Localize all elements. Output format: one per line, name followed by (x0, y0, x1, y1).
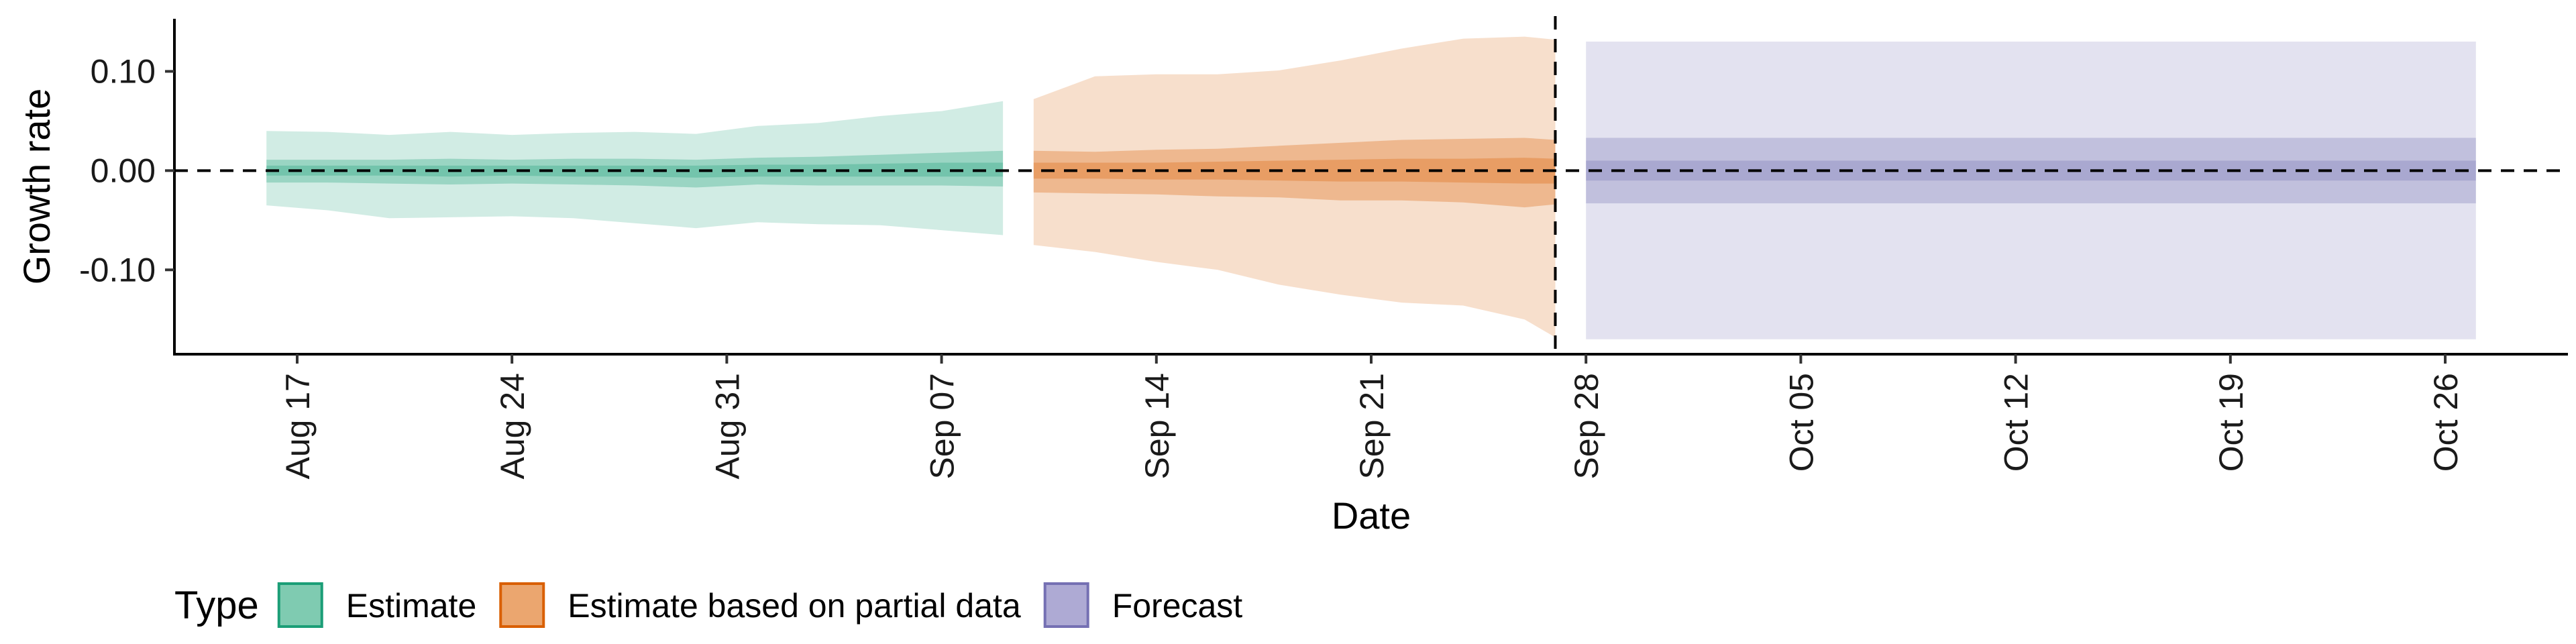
x-tick-label: Sep 14 (1138, 373, 1176, 479)
x-axis-title: Date (1332, 494, 1411, 537)
x-tick-label: Oct 12 (1998, 373, 2035, 472)
x-tick-label: Oct 19 (2212, 373, 2250, 472)
x-tick-label: Sep 21 (1353, 373, 1391, 479)
x-tick-label: Oct 26 (2427, 373, 2465, 472)
y-tick-label: 0.00 (91, 152, 156, 189)
legend: Type Estimate Estimate based on partial d… (174, 582, 1243, 628)
legend-swatch-3 (1043, 582, 1089, 628)
legend-swatch-1 (277, 582, 323, 628)
legend-label-2: Estimate based on partial data (568, 587, 1021, 625)
x-tick-label: Oct 05 (1782, 373, 1820, 472)
legend-title: Type (174, 584, 259, 627)
x-tick-label: Aug 24 (494, 373, 531, 479)
y-tick-label: -0.10 (79, 251, 156, 288)
y-tick-layer: 0.10 0.00 -0.10 (79, 52, 174, 288)
x-tick-label: Aug 17 (279, 373, 317, 479)
ribbon-3-ci90 (1586, 42, 2476, 339)
reference-lines (174, 16, 2568, 354)
ribbon-layer (266, 36, 2476, 339)
x-tick-label: Sep 28 (1568, 373, 1605, 479)
x-tick-layer: Aug 17 Aug 24 Aug 31 Sep 07 Sep 14 Sep 21 Sep … (279, 354, 2465, 479)
x-tick-label: Aug 31 (708, 373, 746, 479)
ribbon-2-ci50 (1033, 138, 1556, 208)
x-tick-label: Sep 07 (924, 373, 961, 479)
legend-label-3: Forecast (1112, 587, 1243, 625)
y-tick-label: 0.10 (91, 52, 156, 90)
legend-label-1: Estimate (346, 587, 477, 625)
y-axis-title: Growth rate (15, 89, 58, 285)
ribbon-1-ci90 (266, 101, 1004, 235)
legend-swatch-2 (499, 582, 545, 628)
ribbon-2-ci90 (1033, 36, 1556, 337)
ribbon-1-ci50 (266, 150, 1004, 188)
